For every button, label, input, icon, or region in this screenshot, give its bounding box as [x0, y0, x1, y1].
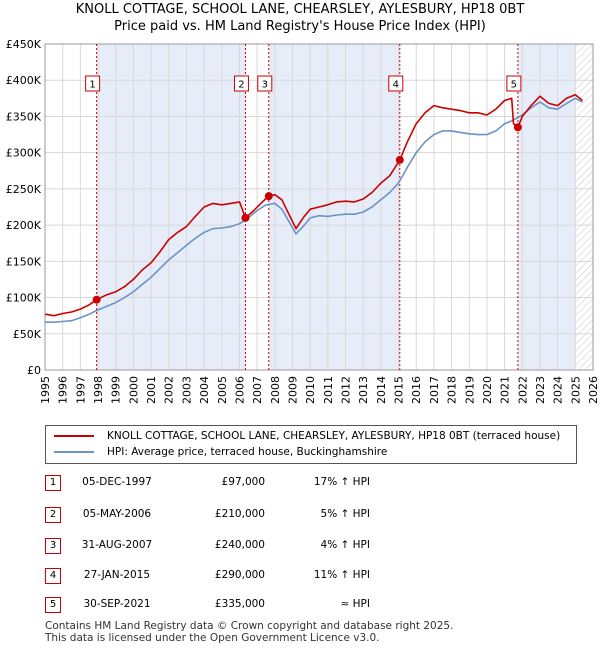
x-tick-label: 2015	[393, 376, 406, 404]
sale-marker-box	[506, 75, 522, 92]
transaction-price: £97,000	[221, 476, 265, 488]
y-tick-label: £300K	[6, 147, 42, 160]
sale-marker-label: 4	[393, 80, 399, 91]
transaction-number: 1	[45, 475, 61, 491]
sale-marker-box	[233, 75, 249, 92]
x-tick-label: 2022	[516, 376, 529, 404]
legend-label-property: KNOLL COTTAGE, SCHOOL LANE, CHEARSLEY, A…	[107, 430, 561, 442]
sale-point	[264, 192, 273, 201]
x-tick-label: 2013	[357, 376, 370, 404]
x-tick-label: 1999	[110, 376, 123, 404]
footer-copyright: Contains HM Land Registry data © Crown c…	[45, 620, 454, 632]
transaction-number: 2	[45, 507, 61, 523]
price-chart: £0 £50K £100K £150K £200K £250K £300K £350K £400…	[6, 38, 600, 404]
transaction-date: 27-JAN-2015	[83, 569, 151, 581]
x-tick-label: 2011	[322, 376, 335, 404]
transaction-number: 3	[45, 538, 61, 554]
x-tick-label: 2023	[534, 376, 547, 404]
sale-marker-box	[388, 75, 404, 92]
sale-point	[92, 295, 101, 304]
x-tick-label: 2020	[481, 376, 494, 404]
transaction-hpi: 11% ↑ HPI	[313, 569, 370, 581]
sale-marker-label: 1	[89, 80, 95, 91]
x-tick-label: 1997	[74, 376, 87, 404]
x-tick-label: 2012	[340, 376, 353, 404]
sale-marker-box	[257, 75, 273, 92]
transaction-price: £335,000	[214, 598, 265, 610]
transaction-hpi: 17% ↑ HPI	[313, 476, 370, 488]
transaction-date: 30-SEP-2021	[83, 598, 151, 610]
transaction-date: 31-AUG-2007	[81, 539, 153, 551]
x-tick-label: 2019	[463, 376, 476, 404]
transaction-hpi: 5% ↑ HPI	[320, 508, 370, 520]
legend-swatch-property	[54, 435, 94, 437]
x-tick-label: 2014	[375, 376, 388, 404]
legend-label-hpi: HPI: Average price, terraced house, Buck…	[107, 446, 388, 458]
x-tick-label: 2026	[587, 376, 600, 404]
transaction-date: 05-MAY-2006	[82, 508, 152, 520]
x-tick-label: 1998	[92, 376, 105, 404]
x-tick-label: 2006	[233, 376, 246, 404]
y-tick-label: £50K	[13, 328, 42, 341]
plot-frame	[44, 43, 594, 371]
y-tick-label: £200K	[6, 219, 42, 232]
y-tick-label: £450K	[6, 38, 42, 51]
y-tick-label: £400K	[6, 74, 42, 87]
sale-marker-box	[85, 75, 101, 92]
chart-title: KNOLL COTTAGE, SCHOOL LANE, CHEARSLEY, A…	[75, 2, 525, 17]
sale-marker-label: 2	[238, 80, 244, 91]
transaction-price: £290,000	[214, 569, 265, 581]
y-tick-label: £250K	[6, 183, 42, 196]
footer-licence: This data is licensed under the Open Gov…	[45, 632, 380, 644]
x-tick-label: 2000	[127, 376, 140, 404]
transaction-price: £240,000	[214, 539, 265, 551]
sale-point	[241, 213, 250, 222]
transaction-hpi: ≈ HPI	[340, 598, 370, 610]
x-tick-label: 2021	[499, 376, 512, 404]
x-tick-label: 2003	[180, 376, 193, 404]
legend-item-property: KNOLL COTTAGE, SCHOOL LANE, CHEARSLEY, A…	[54, 428, 560, 444]
x-tick-label: 2001	[145, 376, 158, 404]
transaction-number: 5	[45, 597, 61, 613]
series-line-hpi	[45, 97, 583, 323]
x-tick-label: 1995	[39, 376, 52, 404]
x-tick-label: 2010	[304, 376, 317, 404]
sale-marker-label: 3	[262, 80, 268, 91]
chart-legend: KNOLL COTTAGE, SCHOOL LANE, CHEARSLEY, A…	[45, 425, 577, 464]
transaction-price: £210,000	[214, 508, 265, 520]
sale-point	[513, 123, 522, 132]
legend-item-hpi: HPI: Average price, terraced house, Buck…	[54, 444, 387, 460]
sale-marker-label: 5	[511, 80, 517, 91]
series-line-property	[44, 93, 583, 317]
legend-swatch-hpi	[54, 451, 94, 453]
y-tick-label: £0	[27, 364, 41, 377]
x-tick-label: 2007	[251, 376, 264, 404]
shaded-band	[268, 44, 400, 370]
x-tick-label: 2018	[446, 376, 459, 404]
y-tick-label: £350K	[6, 110, 42, 123]
forecast-hatch	[575, 44, 593, 370]
shaded-band	[96, 44, 246, 370]
x-tick-label: 2002	[163, 376, 176, 404]
x-tick-label: 2024	[552, 376, 565, 404]
x-tick-label: 2009	[286, 376, 299, 404]
transaction-hpi: 4% ↑ HPI	[320, 539, 370, 551]
chart-subtitle: Price paid vs. HM Land Registry's House …	[114, 19, 486, 34]
y-tick-label: £100K	[6, 292, 42, 305]
y-tick-label: £150K	[6, 255, 42, 268]
transaction-number: 4	[45, 568, 61, 584]
x-tick-label: 2004	[198, 376, 211, 404]
x-tick-label: 2008	[269, 376, 282, 404]
x-tick-label: 1996	[57, 376, 70, 404]
x-tick-label: 2017	[428, 376, 441, 404]
shaded-band	[517, 44, 576, 370]
sale-point	[395, 155, 404, 164]
x-tick-label: 2025	[569, 376, 582, 404]
x-tick-label: 2005	[216, 376, 229, 404]
x-tick-label: 2016	[410, 376, 423, 404]
transaction-date: 05-DEC-1997	[82, 476, 152, 488]
